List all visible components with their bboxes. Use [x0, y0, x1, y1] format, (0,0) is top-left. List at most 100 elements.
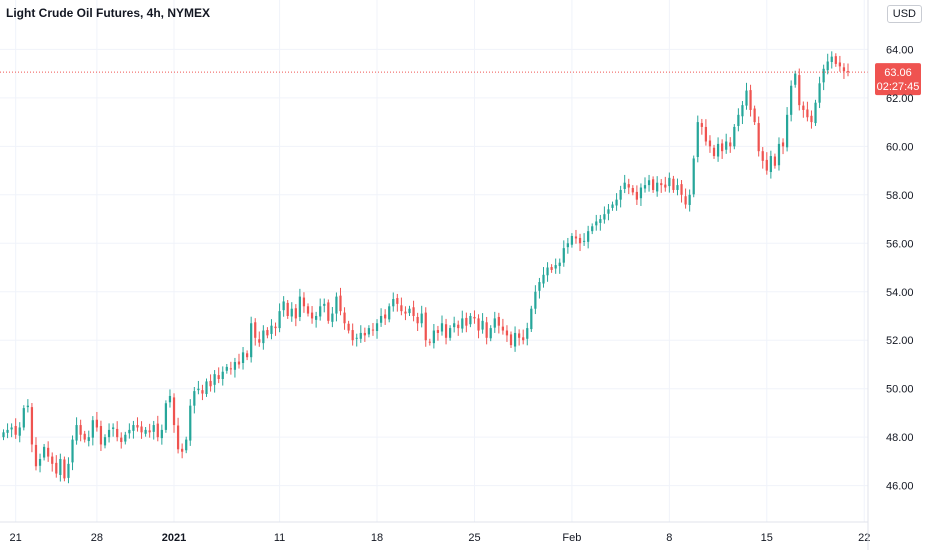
candle — [225, 363, 228, 374]
candle — [704, 119, 708, 146]
candle — [546, 262, 549, 282]
candle-body — [152, 425, 155, 432]
candle-body — [250, 323, 253, 358]
candle — [22, 405, 25, 431]
candle — [725, 133, 728, 154]
candle — [842, 63, 846, 79]
candle — [656, 176, 659, 197]
candle — [2, 429, 5, 441]
candle-body — [457, 324, 460, 329]
candle-body — [351, 330, 354, 341]
candle-body — [181, 448, 184, 452]
candle — [266, 327, 269, 339]
candle-body — [428, 341, 431, 343]
candle-body — [473, 316, 476, 319]
candle-body — [10, 427, 13, 430]
x-tick-label: 11 — [274, 532, 285, 544]
candle-body — [363, 332, 366, 336]
candle — [518, 329, 521, 346]
candle — [777, 137, 781, 171]
candle — [436, 325, 440, 341]
candle-body — [38, 458, 42, 466]
candle-body — [526, 328, 529, 339]
y-tick-label: 58.00 — [886, 190, 914, 202]
candle-body — [660, 183, 663, 186]
y-tick-label: 64.00 — [886, 44, 914, 56]
candle-body — [290, 308, 293, 317]
candle-body — [331, 313, 334, 322]
candle-body — [704, 126, 708, 142]
candle — [647, 174, 651, 192]
candle-body — [444, 324, 448, 338]
candle — [254, 318, 257, 346]
candle — [323, 298, 326, 313]
candle — [164, 400, 168, 433]
candle — [205, 378, 208, 397]
candle — [270, 319, 273, 340]
candle-body — [562, 248, 565, 263]
candle — [522, 329, 525, 345]
candle-body — [209, 380, 212, 387]
candle-body — [773, 156, 777, 166]
candle — [485, 316, 488, 345]
candle-body — [513, 332, 517, 347]
candle — [55, 455, 58, 478]
candle-body — [217, 375, 220, 380]
x-tick-label: 15 — [761, 532, 773, 544]
candle-body — [176, 425, 180, 450]
candle — [38, 453, 42, 473]
candle-body — [546, 267, 549, 276]
price-badge: 63.06 02:27:45 — [875, 63, 921, 96]
candle — [448, 325, 452, 341]
candle-body — [465, 317, 468, 326]
candle — [371, 323, 375, 336]
candle-body — [566, 243, 569, 248]
candle — [71, 435, 74, 471]
candle-body — [237, 361, 241, 365]
candle — [351, 323, 354, 346]
candle — [497, 312, 500, 334]
candle-body — [587, 231, 590, 242]
candle — [651, 176, 655, 193]
candle — [790, 80, 793, 122]
candle-body — [700, 123, 703, 127]
candle-body — [822, 68, 825, 83]
x-tick-label: Feb — [562, 532, 581, 544]
candle-body — [245, 353, 249, 358]
candle — [846, 63, 850, 77]
candle — [116, 421, 119, 442]
candle-body — [213, 374, 216, 385]
candle — [63, 456, 66, 482]
candle-body — [233, 362, 237, 370]
candle-body — [461, 318, 464, 329]
candle — [700, 118, 703, 135]
candle-body — [75, 425, 78, 441]
candle-body — [404, 311, 407, 314]
candle — [505, 325, 509, 342]
y-tick-label: 54.00 — [886, 287, 914, 299]
candle — [838, 55, 841, 72]
candle-body — [112, 427, 115, 429]
candle — [696, 115, 699, 163]
candle — [343, 307, 346, 330]
y-tick-label: 48.00 — [886, 432, 914, 444]
candle-body — [708, 140, 712, 147]
candle — [156, 415, 159, 442]
candle-body — [34, 444, 38, 467]
candle — [197, 380, 200, 395]
currency-button[interactable]: USD — [886, 5, 922, 23]
candle-body — [550, 267, 553, 270]
candle — [282, 296, 285, 317]
candle — [315, 311, 318, 328]
candle — [262, 325, 265, 350]
candle-body — [489, 328, 492, 339]
candle — [347, 320, 350, 334]
candle-body — [315, 315, 318, 320]
candle-body — [688, 194, 691, 205]
candle-body — [201, 390, 204, 394]
candle-body — [144, 429, 147, 434]
candle — [274, 322, 277, 336]
candle — [582, 233, 586, 246]
candle — [67, 457, 70, 484]
candle-body — [643, 185, 647, 189]
